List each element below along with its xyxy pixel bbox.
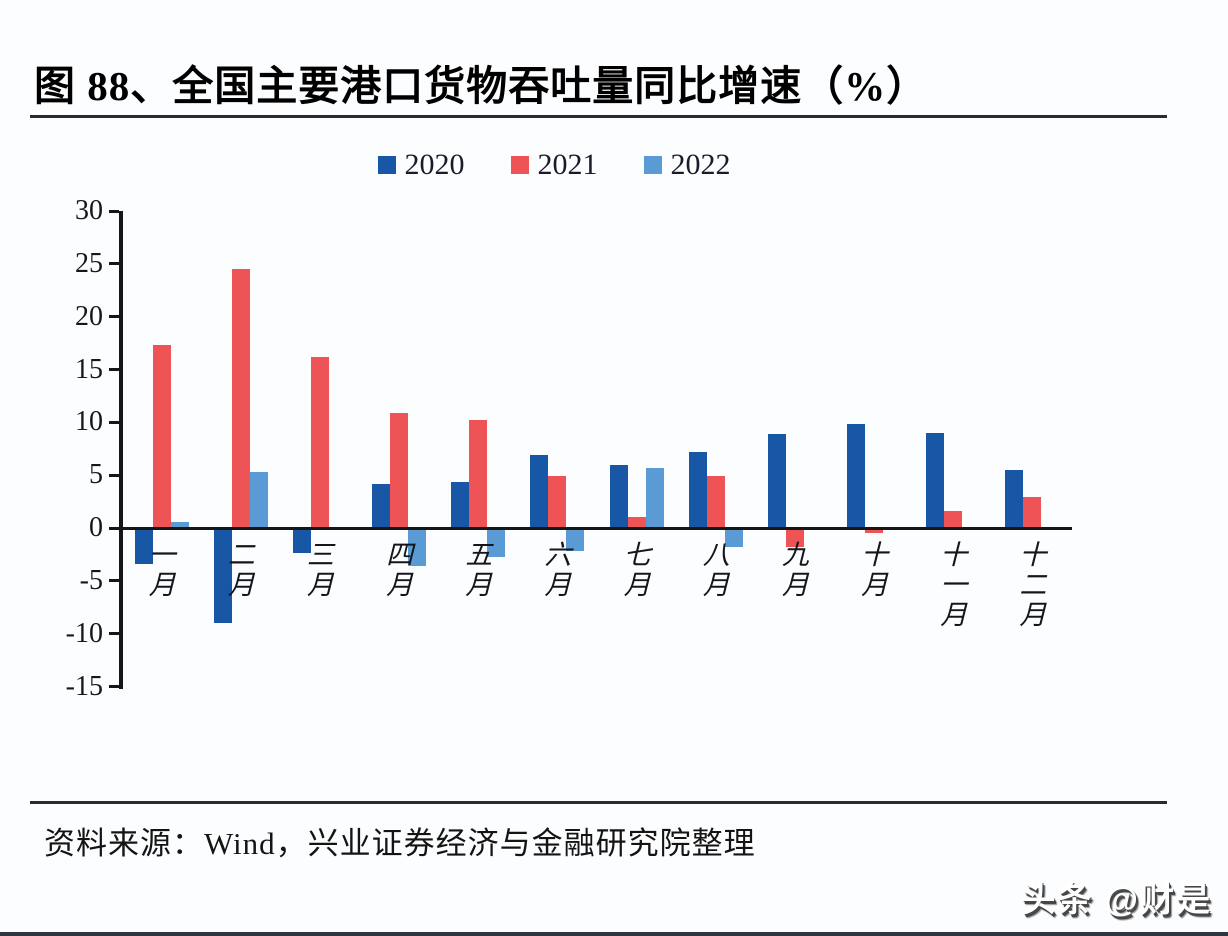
y-axis-tick-20: [109, 315, 119, 319]
bar-2020-八月: [688, 451, 707, 528]
legend-label-2022: 2022: [670, 148, 731, 181]
bar-2020-七月: [609, 464, 628, 528]
x-axis-label-十月: 十月: [857, 540, 888, 600]
bar-2021-六月: [548, 476, 567, 528]
bar-2022-一月: [170, 521, 189, 528]
y-axis-tick-label-10: 10: [75, 406, 103, 438]
chart-legend: 2020 2021 2022: [0, 148, 1108, 182]
y-axis-tick-label--15: -15: [65, 670, 103, 702]
bar-2022-五月: [487, 528, 506, 557]
x-axis-label-六月: 六月: [540, 540, 571, 600]
y-axis-tick-label-20: 20: [75, 300, 103, 332]
y-axis-tick-label--5: -5: [79, 564, 103, 596]
bar-2021-七月: [627, 517, 646, 528]
x-axis-label-三月: 三月: [302, 540, 333, 600]
watermark: 头条 @财是: [1021, 881, 1212, 919]
bar-2021-十二月: [1023, 497, 1042, 528]
bar-2021-一月: [152, 345, 171, 528]
legend-item-2022: 2022: [643, 148, 731, 182]
source-divider: [30, 801, 1167, 804]
x-axis-label-七月: 七月: [619, 540, 650, 600]
bar-2020-十月: [847, 424, 866, 528]
bar-2020-九月: [767, 433, 786, 528]
y-axis-tick-10: [109, 420, 119, 424]
x-axis-label-十一月: 十一月: [936, 540, 967, 630]
y-axis-tick-5: [109, 473, 119, 477]
bar-2020-十一月: [926, 432, 945, 528]
bar-2022-八月: [724, 528, 743, 548]
bar-2020-十二月: [1005, 469, 1024, 528]
bar-2021-八月: [706, 476, 725, 528]
x-axis-label-九月: 九月: [777, 540, 808, 600]
y-axis-tick-label-30: 30: [75, 195, 103, 226]
bar-2020-五月: [451, 481, 470, 528]
y-axis-tick-label-15: 15: [75, 353, 103, 385]
x-axis-label-五月: 五月: [461, 540, 492, 600]
y-axis-tick-label-5: 5: [89, 459, 103, 491]
legend-item-2021: 2021: [510, 148, 598, 182]
bar-2020-三月: [292, 528, 311, 554]
figure-title: 图 88、全国主要港口货物吞吐量同比增速（%）: [34, 63, 929, 109]
bar-2021-四月: [390, 412, 409, 528]
bar-2021-九月: [785, 528, 804, 548]
y-axis-line: [119, 211, 123, 689]
x-axis-label-二月: 二月: [223, 540, 254, 600]
y-axis-tick-25: [109, 262, 119, 266]
legend-swatch-2021-icon: [510, 156, 529, 174]
bar-2022-六月: [566, 528, 585, 552]
source-note: 资料来源：Wind，兴业证券经济与金融研究院整理: [44, 826, 756, 861]
y-axis-tick--15: [109, 685, 119, 688]
bar-2022-四月: [408, 528, 427, 567]
y-axis-tick-30: [109, 209, 119, 213]
bar-2020-六月: [530, 455, 549, 528]
legend-item-2020: 2020: [377, 148, 465, 182]
x-axis-label-四月: 四月: [382, 540, 413, 600]
legend-label-2021: 2021: [537, 148, 598, 181]
x-axis-line: [119, 526, 1072, 530]
bar-2020-二月: [213, 528, 232, 624]
bar-2021-二月: [231, 269, 250, 528]
y-axis-tick-label--10: -10: [65, 617, 103, 649]
y-axis-tick-label-25: 25: [75, 247, 103, 279]
x-axis-label-十二月: 十二月: [1015, 540, 1046, 630]
bar-2020-一月: [134, 528, 153, 564]
bar-2021-十月: [865, 528, 884, 534]
y-axis-tick--10: [109, 632, 119, 636]
legend-swatch-2022-icon: [643, 156, 662, 174]
legend-label-2020: 2020: [404, 148, 465, 181]
x-axis-label-一月: 一月: [144, 540, 175, 600]
bottom-border: [0, 932, 1228, 936]
bar-2020-四月: [372, 483, 391, 528]
y-axis-tick-0: [109, 526, 119, 530]
title-divider: [30, 115, 1167, 118]
bar-2022-二月: [249, 471, 268, 528]
bar-2021-三月: [310, 356, 329, 528]
y-axis-tick--5: [109, 579, 119, 583]
legend-swatch-2020-icon: [377, 156, 396, 174]
y-axis-tick-15: [109, 368, 119, 371]
bar-2021-十一月: [944, 511, 963, 528]
bar-2022-七月: [645, 467, 664, 528]
x-axis-label-八月: 八月: [698, 540, 729, 600]
bar-2021-五月: [469, 420, 488, 528]
y-axis-tick-label-0: 0: [89, 512, 103, 543]
